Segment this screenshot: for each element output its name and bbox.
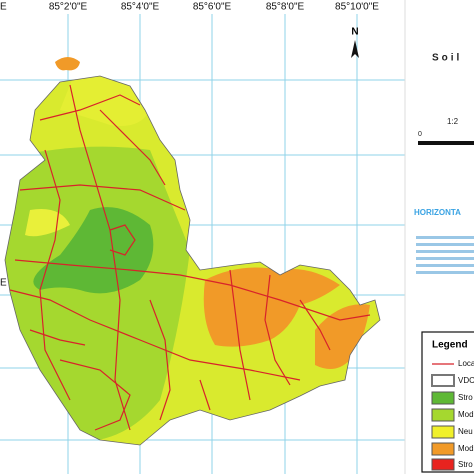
road <box>39 94 141 121</box>
scale-bar <box>418 141 474 145</box>
legend-swatch <box>431 408 455 422</box>
detail-line <box>416 250 474 253</box>
vdc-boundary <box>4 75 381 446</box>
road <box>199 379 211 411</box>
edge-label: E <box>0 278 7 289</box>
road <box>29 329 86 346</box>
scale-zero: 0 <box>418 131 422 138</box>
projection-details <box>416 236 474 274</box>
legend-swatch <box>431 442 455 456</box>
zone-blob <box>55 57 80 71</box>
legend: Legend Loca VDC Stro Mod Neu Mod Stro <box>421 331 474 473</box>
lon-label: 85°2'0"E <box>49 2 88 13</box>
road <box>14 259 371 321</box>
north-arrow: N <box>351 27 359 58</box>
north-arrow-icon <box>351 40 359 58</box>
road <box>9 289 301 381</box>
road <box>109 224 136 256</box>
zone-neutral <box>25 209 70 237</box>
legend-item: Loca <box>458 359 474 368</box>
road <box>229 269 251 401</box>
zone-strong-green <box>33 207 154 294</box>
road <box>299 299 331 351</box>
road <box>264 274 291 386</box>
lon-label: 85°10'0"E <box>335 2 379 13</box>
lon-label: 85°6'0"E <box>193 2 232 13</box>
detail-line <box>416 257 474 260</box>
lon-label: 85°8'0"E <box>266 2 305 13</box>
legend-swatch <box>431 391 455 405</box>
legend-swatch <box>431 374 455 387</box>
roads <box>9 84 371 431</box>
legend-item: Stro <box>458 460 473 469</box>
road <box>19 184 186 211</box>
road <box>59 359 131 431</box>
legend-item: Stro <box>458 393 473 402</box>
detail-line <box>416 243 474 246</box>
scale-ratio: 1:2 <box>447 117 459 126</box>
detail-line <box>416 236 474 239</box>
legend-item: Mod <box>458 444 474 453</box>
road <box>39 149 71 401</box>
lon-labels: 85°2'0"E 85°4'0"E 85°6'0"E 85°8'0"E 85°1… <box>0 2 379 289</box>
road <box>99 109 166 186</box>
projection-title: HORIZONTA <box>414 208 461 217</box>
legend-title: Legend <box>432 340 468 351</box>
legend-swatch <box>431 425 455 439</box>
north-label: N <box>351 27 358 38</box>
detail-line <box>416 264 474 267</box>
lon-label: 85°4'0"E <box>121 2 160 13</box>
legend-item: VDC <box>458 376 474 385</box>
legend-swatch <box>431 458 455 471</box>
legend-item: Neu <box>458 427 473 436</box>
road <box>149 299 171 421</box>
detail-line <box>416 271 474 274</box>
zone-moderate-orange <box>315 304 370 369</box>
legend-item: Mod <box>458 410 474 419</box>
edge-label: E <box>0 2 7 13</box>
map-title: Soil <box>432 53 462 64</box>
